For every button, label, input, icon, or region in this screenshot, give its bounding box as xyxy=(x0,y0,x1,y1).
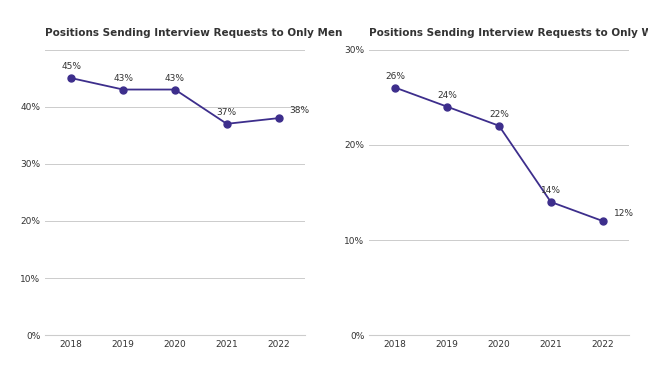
Text: 37%: 37% xyxy=(216,108,237,117)
Text: 14%: 14% xyxy=(541,186,561,195)
Text: 12%: 12% xyxy=(614,209,634,218)
Text: 45%: 45% xyxy=(62,62,81,71)
Text: 22%: 22% xyxy=(489,110,509,119)
Text: 38%: 38% xyxy=(290,106,310,115)
Text: 26%: 26% xyxy=(386,72,405,81)
Text: 43%: 43% xyxy=(165,74,185,83)
Text: 43%: 43% xyxy=(113,74,133,83)
Text: Positions Sending Interview Requests to Only Men: Positions Sending Interview Requests to … xyxy=(45,28,343,38)
Text: 24%: 24% xyxy=(437,91,457,100)
Text: Positions Sending Interview Requests to Only White Candidates: Positions Sending Interview Requests to … xyxy=(369,28,648,38)
